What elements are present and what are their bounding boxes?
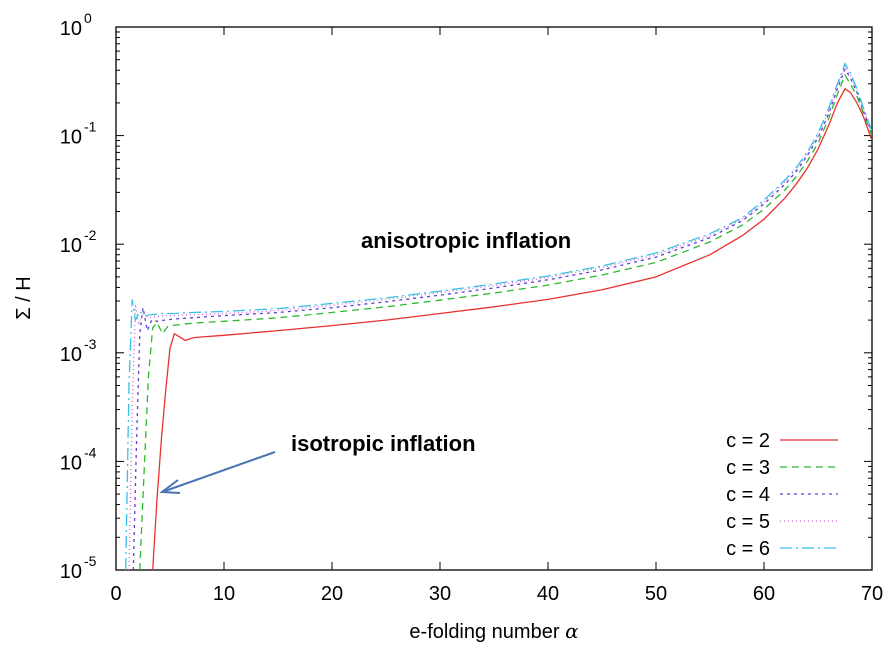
y-tick-exponent: -5 (84, 553, 97, 569)
series-line-c2 (152, 87, 872, 570)
legend-label: c = 6 (726, 538, 770, 560)
legend-label: c = 4 (726, 484, 770, 506)
y-tick-label: 10 (60, 561, 82, 583)
y-tick-exponent: -3 (84, 336, 97, 352)
y-tick-label: 10 (60, 235, 82, 257)
series-line-c5 (128, 64, 872, 570)
x-tick-label: 70 (861, 583, 883, 605)
y-tick-label: 10 (60, 127, 82, 149)
x-axis-title: e-folding number α (409, 619, 579, 643)
annotation-anisotropic: anisotropic inflation (361, 228, 571, 253)
x-tick-label: 30 (429, 583, 451, 605)
series-line-c3 (139, 73, 872, 570)
y-tick-exponent: -1 (84, 119, 97, 135)
series-line-c4 (132, 67, 872, 570)
y-tick-base: 10 (60, 561, 82, 583)
y-tick-base: 10 (60, 127, 82, 149)
y-tick-exponent: 0 (84, 10, 92, 26)
isotropic-arrow (159, 451, 276, 494)
legend: c = 2 c = 3 c = 4 c = 5 c = 6 (726, 430, 838, 560)
x-tick-label: 40 (537, 583, 559, 605)
y-tick-exponent: -2 (84, 227, 97, 243)
legend-label: c = 2 (726, 430, 770, 452)
y-tick-base: 10 (60, 344, 82, 366)
x-tick-label: 10 (213, 583, 235, 605)
y-tick-label: 10 (60, 18, 82, 40)
x-axis-title-text: e-folding number (409, 621, 565, 643)
y-tick-label: 10 (60, 344, 82, 366)
legend-label: c = 5 (726, 511, 770, 533)
plot-frame (115, 26, 873, 571)
y-axis-title: Σ / H (13, 276, 35, 319)
y-tick-base: 10 (60, 18, 82, 40)
x-axis-ticks: 0 10 20 30 40 50 60 70 (110, 27, 883, 605)
series-layer (125, 62, 872, 570)
x-tick-label: 20 (321, 583, 343, 605)
y-tick-label: 10 (60, 452, 82, 474)
x-tick-label: 50 (645, 583, 667, 605)
y-tick-exponent: -4 (84, 444, 97, 460)
x-axis-title-symbol: α (565, 619, 579, 643)
y-tick-base: 10 (60, 452, 82, 474)
legend-label: c = 3 (726, 457, 770, 479)
x-tick-label: 0 (110, 583, 121, 605)
x-tick-label: 60 (753, 583, 775, 605)
series-line-c6 (125, 62, 872, 570)
y-tick-base: 10 (60, 235, 82, 257)
annotation-isotropic: isotropic inflation (291, 431, 476, 456)
